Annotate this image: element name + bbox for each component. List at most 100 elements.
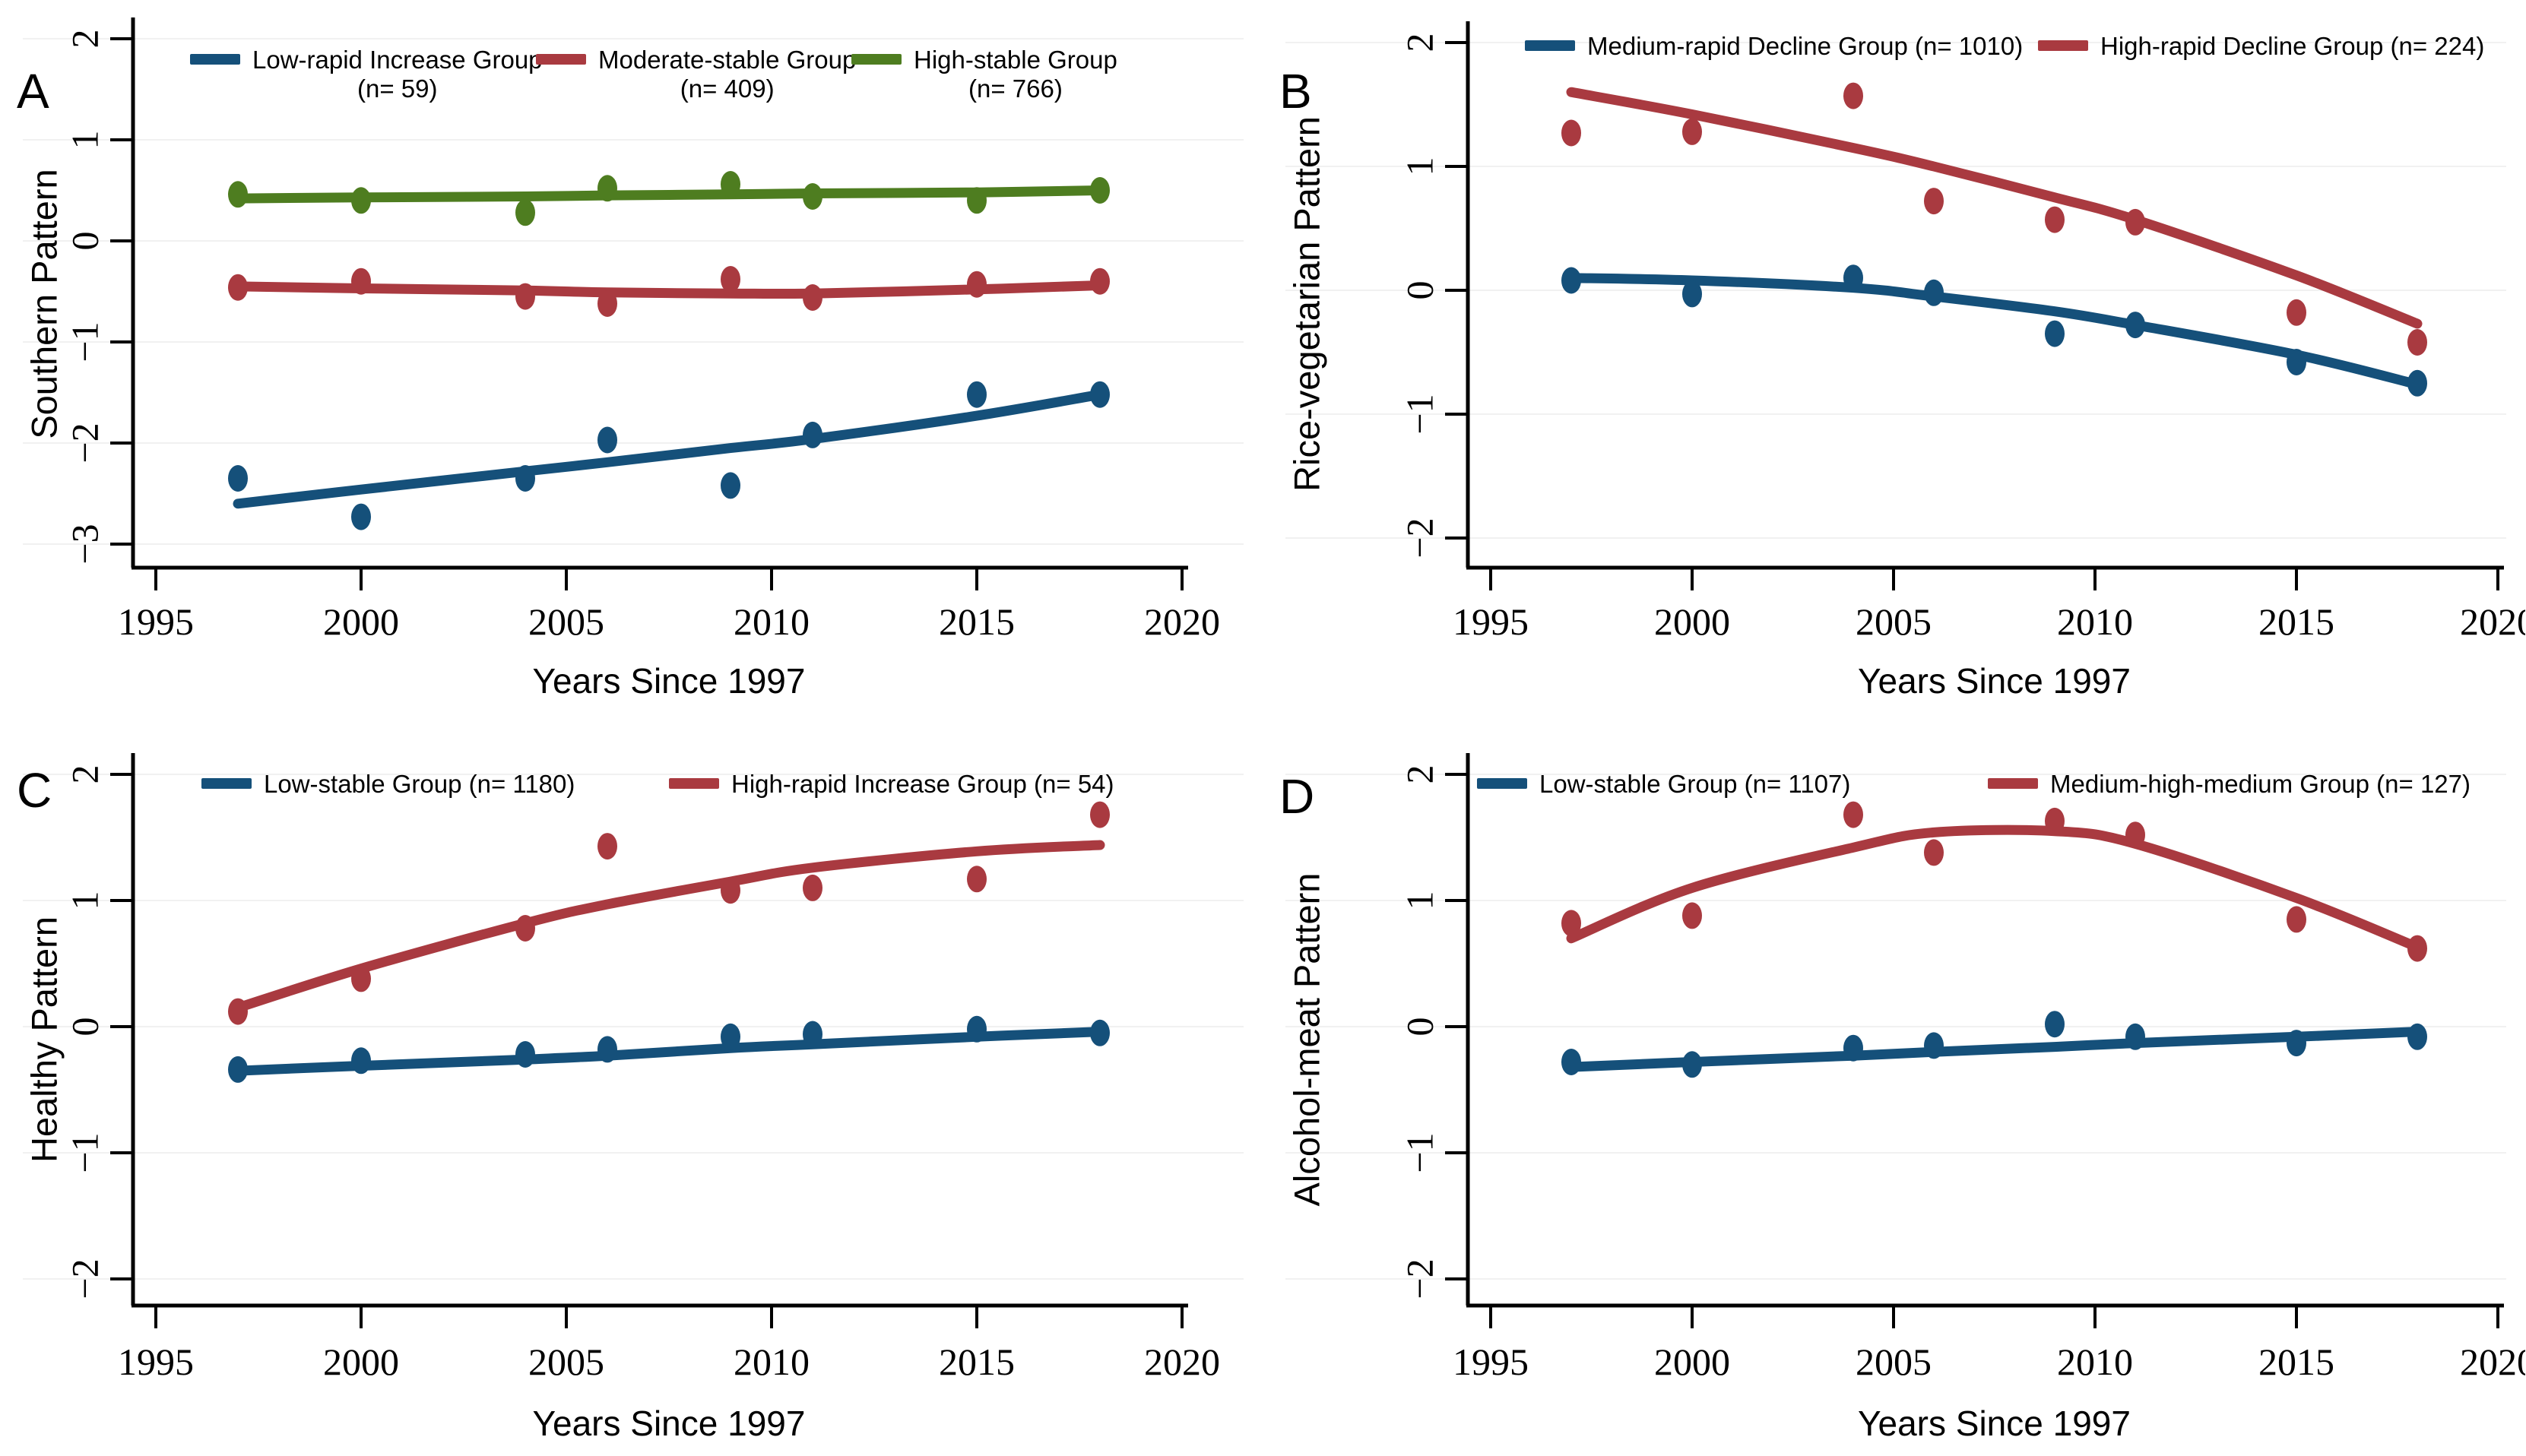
data-point xyxy=(1843,82,1863,109)
data-point xyxy=(351,503,371,530)
x-tick-label: 2020 xyxy=(2460,1340,2525,1383)
data-point xyxy=(2407,935,2427,962)
data-point xyxy=(228,181,248,208)
data-point xyxy=(351,1047,371,1075)
panel-letter-b: B xyxy=(1279,64,1312,119)
y-axis-title-d: Alcohol-meat Pattern xyxy=(1286,872,1327,1207)
plot-area-b: 2 1 0 −1 −2 1995 2000 2005 2010 2015 2020 xyxy=(1285,21,2525,643)
x-tick-label: 2020 xyxy=(2460,600,2525,643)
data-point xyxy=(228,998,248,1025)
data-point xyxy=(515,1041,535,1068)
data-point xyxy=(228,1056,248,1083)
x-tick-label: 1995 xyxy=(118,600,194,643)
panel-letter-c: C xyxy=(17,763,52,818)
x-tick-label: 2000 xyxy=(1654,1340,1730,1383)
data-point xyxy=(515,199,535,226)
data-point xyxy=(1090,1019,1110,1046)
data-point xyxy=(1090,267,1110,295)
data-point xyxy=(1924,839,1944,866)
data-point xyxy=(803,421,822,448)
plot-area-a: 2 1 0 −1 −2 −3 1995 2000 2005 2010 2015 2020 xyxy=(23,17,1244,643)
panel-b-rice-vegetarian-pattern: 2 1 0 −1 −2 1995 2000 2005 2010 2015 2020 B Rice-v… xyxy=(1263,0,2525,728)
x-tick-label: 2000 xyxy=(323,600,399,643)
x-tick-label: 2015 xyxy=(939,600,1015,643)
x-axis-title-c: Years Since 1997 xyxy=(532,1404,806,1443)
x-axis-title-d: Years Since 1997 xyxy=(1858,1404,2131,1443)
data-point xyxy=(1090,381,1110,408)
data-point xyxy=(721,877,740,904)
data-point xyxy=(1561,1049,1581,1075)
x-tick-label: 2015 xyxy=(2258,1340,2334,1383)
trend-line xyxy=(233,389,1105,509)
plot-area-d: 2 1 0 −1 −2 1995 2000 2005 2010 2015 2020 xyxy=(1285,753,2525,1383)
data-point xyxy=(721,1023,740,1050)
data-point xyxy=(721,266,740,293)
data-point xyxy=(803,1021,822,1048)
data-point xyxy=(721,472,740,499)
y-tick-label: −1 xyxy=(1398,1132,1440,1173)
data-point xyxy=(967,866,987,893)
panel-letter-d: D xyxy=(1279,769,1315,824)
y-tick-label: 2 xyxy=(1398,765,1440,784)
trend-line xyxy=(1566,825,2423,952)
data-point xyxy=(1090,177,1110,204)
trend-line xyxy=(1566,87,2423,329)
plot-area-c: 2 1 0 −1 −2 1995 2000 2005 2010 2015 2020 xyxy=(23,753,1244,1383)
data-point xyxy=(967,187,987,214)
x-tick-label: 1995 xyxy=(1453,1340,1529,1383)
data-point xyxy=(1843,1034,1863,1062)
data-point xyxy=(2287,299,2306,326)
trend-line xyxy=(1566,1027,2423,1072)
x-tick-label: 2010 xyxy=(2057,1340,2133,1383)
x-axis-title-b: Years Since 1997 xyxy=(1858,661,2131,701)
y-tick-label: −1 xyxy=(1398,394,1440,434)
data-point xyxy=(2287,906,2306,933)
x-tick-label: 1995 xyxy=(1453,600,1529,643)
y-tick-label: 2 xyxy=(1398,33,1440,52)
data-point xyxy=(597,175,617,202)
y-tick-label: 0 xyxy=(63,232,106,251)
data-point xyxy=(803,874,822,901)
y-axis-title-a: Southern Pattern xyxy=(24,169,65,439)
y-tick-label: 1 xyxy=(1398,891,1440,910)
data-point xyxy=(2125,821,2145,849)
panel-c-healthy-pattern: 2 1 0 −1 −2 1995 2000 2005 2010 2015 2020 C Health… xyxy=(0,728,1263,1456)
data-point xyxy=(2125,312,2145,339)
data-point xyxy=(2287,1030,2306,1057)
data-point xyxy=(597,1036,617,1063)
data-point xyxy=(515,283,535,310)
data-point xyxy=(597,833,617,860)
y-tick-label: 0 xyxy=(1398,281,1440,300)
data-point xyxy=(967,1015,987,1043)
x-tick-label: 2020 xyxy=(1144,1340,1220,1383)
x-tick-label: 2000 xyxy=(1654,600,1730,643)
data-point xyxy=(351,267,371,295)
y-tick-label: 2 xyxy=(63,765,106,784)
data-point xyxy=(803,284,822,311)
data-point xyxy=(351,187,371,214)
data-point xyxy=(1682,902,1702,929)
data-point xyxy=(1561,910,1581,937)
x-tick-label: 2010 xyxy=(2057,600,2133,643)
data-point xyxy=(515,915,535,942)
data-point xyxy=(2287,349,2306,375)
data-point xyxy=(2407,369,2427,397)
data-point xyxy=(597,290,617,317)
trend-line xyxy=(233,1027,1105,1076)
data-point xyxy=(228,274,248,301)
data-point xyxy=(2407,1023,2427,1050)
data-point xyxy=(1843,264,1863,292)
y-tick-label: 1 xyxy=(1398,157,1440,176)
data-point xyxy=(351,965,371,992)
data-point xyxy=(803,183,822,210)
y-tick-label: 0 xyxy=(1398,1018,1440,1037)
data-point xyxy=(967,381,987,408)
data-point xyxy=(1090,801,1110,828)
data-point xyxy=(967,271,987,298)
data-point xyxy=(2125,1023,2145,1050)
x-tick-label: 2015 xyxy=(939,1340,1015,1383)
panel-d-alcohol-meat-pattern: 2 1 0 −1 −2 1995 2000 2005 2010 2015 2020 D Alcoho… xyxy=(1263,728,2525,1456)
trend-line xyxy=(233,280,1105,299)
data-point xyxy=(2045,320,2065,347)
